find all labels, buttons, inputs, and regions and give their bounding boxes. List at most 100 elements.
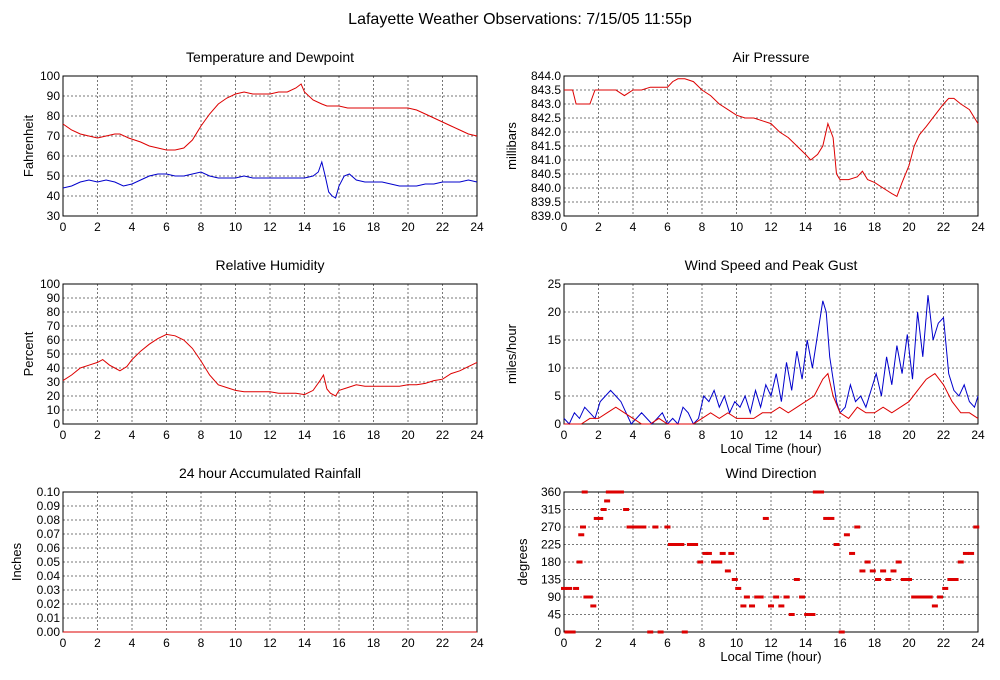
wind-direction-point bbox=[942, 586, 949, 590]
y-tick-label: 50 bbox=[47, 169, 61, 183]
y-axis-label: Inches bbox=[9, 542, 24, 581]
chart-title: 24 hour Accumulated Rainfall bbox=[179, 465, 361, 481]
plot-frame bbox=[563, 75, 979, 217]
x-tick-label: 8 bbox=[699, 220, 706, 234]
wind-direction-point bbox=[754, 595, 761, 599]
y-tick-label: 839.0 bbox=[531, 209, 561, 223]
x-tick-label: 4 bbox=[129, 220, 136, 234]
y-tick-label: 10 bbox=[47, 403, 61, 417]
wind-direction-point bbox=[931, 604, 938, 608]
wind-direction-point bbox=[828, 516, 835, 520]
y-tick-label: 0.09 bbox=[37, 499, 61, 513]
wind-direction-point bbox=[812, 490, 819, 494]
y-axis-label: millibars bbox=[504, 122, 519, 170]
x-tick-label: 12 bbox=[263, 428, 277, 442]
wind-direction-point bbox=[576, 560, 583, 564]
wind-direction-point bbox=[652, 525, 659, 529]
x-tick-label: 20 bbox=[401, 220, 415, 234]
wind-direction-point bbox=[926, 595, 933, 599]
wind-direction-point bbox=[911, 595, 918, 599]
x-tick-label: 8 bbox=[699, 636, 706, 650]
wind-direction-point bbox=[973, 525, 980, 529]
wind-direction-point bbox=[664, 525, 671, 529]
x-tick-label: 10 bbox=[229, 220, 243, 234]
wind-direction-point bbox=[890, 569, 897, 573]
wind-direction-point bbox=[916, 595, 923, 599]
wind-direction-point bbox=[952, 578, 959, 581]
y-tick-label: 0 bbox=[53, 417, 60, 431]
wind-direction-point bbox=[809, 613, 816, 616]
wind-direction-point bbox=[678, 543, 685, 546]
x-tick-label: 2 bbox=[94, 220, 101, 234]
x-tick-label: 18 bbox=[868, 428, 882, 442]
wind-direction-point bbox=[957, 560, 964, 564]
y-tick-label: 40 bbox=[47, 189, 61, 203]
wind-direction-point bbox=[617, 490, 624, 494]
x-tick-label: 2 bbox=[595, 636, 602, 650]
x-tick-label: 10 bbox=[730, 220, 744, 234]
x-tick-label: 16 bbox=[833, 428, 847, 442]
wind-direction-point bbox=[686, 543, 693, 546]
y-tick-label: 30 bbox=[47, 375, 61, 389]
wind-direction-point bbox=[778, 604, 785, 608]
wind-direction-point bbox=[799, 595, 806, 599]
wind-direction-point bbox=[731, 578, 738, 581]
x-tick-label: 8 bbox=[198, 428, 205, 442]
wind-direction-point bbox=[657, 630, 664, 634]
wind-direction-point bbox=[579, 525, 586, 529]
y-tick-label: 842.0 bbox=[531, 125, 561, 139]
x-tick-label: 2 bbox=[595, 220, 602, 234]
x-tick-label: 14 bbox=[298, 428, 312, 442]
series-line-red bbox=[564, 372, 979, 425]
y-tick-label: 844.0 bbox=[531, 69, 561, 83]
wind-direction-point bbox=[604, 499, 611, 503]
wind-direction-point bbox=[762, 516, 769, 520]
wind-direction-point bbox=[569, 630, 576, 634]
wind-direction-point bbox=[724, 569, 731, 573]
x-tick-label: 12 bbox=[764, 636, 778, 650]
x-tick-label: 18 bbox=[868, 636, 882, 650]
y-tick-label: 0.10 bbox=[37, 485, 61, 499]
series-line-red bbox=[62, 83, 478, 151]
wind-direction-point bbox=[702, 551, 709, 555]
y-tick-label: 60 bbox=[47, 333, 61, 347]
wind-direction-point bbox=[895, 560, 902, 564]
wind-direction-point bbox=[578, 533, 585, 537]
wind-direction-point bbox=[581, 490, 588, 494]
wind-direction-point bbox=[667, 543, 674, 546]
wind-direction-point bbox=[833, 543, 840, 546]
wind-direction-point bbox=[566, 586, 573, 590]
wind-direction-point bbox=[880, 569, 887, 573]
y-tick-label: 40 bbox=[47, 361, 61, 375]
x-tick-label: 24 bbox=[971, 428, 985, 442]
wind-direction-point bbox=[612, 490, 619, 494]
y-tick-label: 840.0 bbox=[531, 181, 561, 195]
y-tick-label: 70 bbox=[47, 319, 61, 333]
chart-title: Relative Humidity bbox=[216, 257, 325, 273]
y-tick-label: 315 bbox=[541, 503, 561, 517]
y-tick-label: 0 bbox=[554, 625, 561, 639]
wind-direction-point bbox=[854, 525, 861, 529]
wind-direction-point bbox=[869, 569, 876, 573]
wind-direction-point bbox=[590, 604, 597, 608]
y-tick-label: 0.06 bbox=[37, 541, 61, 555]
wind-direction-point bbox=[583, 595, 590, 599]
x-tick-label: 22 bbox=[436, 220, 450, 234]
wind-direction-point bbox=[640, 525, 647, 529]
y-tick-label: 360 bbox=[541, 485, 561, 499]
x-tick-label: 4 bbox=[630, 636, 637, 650]
wind-direction-point bbox=[768, 604, 774, 608]
x-tick-label: 2 bbox=[94, 636, 101, 650]
series-line-blue bbox=[563, 295, 979, 425]
x-tick-label: 24 bbox=[470, 636, 484, 650]
x-tick-label: 14 bbox=[799, 636, 813, 650]
chart-title: Temperature and Dewpoint bbox=[186, 49, 354, 65]
x-tick-label: 14 bbox=[799, 428, 813, 442]
x-tick-label: 4 bbox=[129, 636, 136, 650]
y-tick-label: 0.02 bbox=[37, 597, 61, 611]
x-tick-label: 4 bbox=[630, 428, 637, 442]
wind-direction-point bbox=[843, 533, 850, 537]
x-axis-label: Local Time (hour) bbox=[720, 441, 821, 456]
wind-direction-point bbox=[626, 525, 633, 529]
wind-direction-point bbox=[600, 508, 607, 511]
